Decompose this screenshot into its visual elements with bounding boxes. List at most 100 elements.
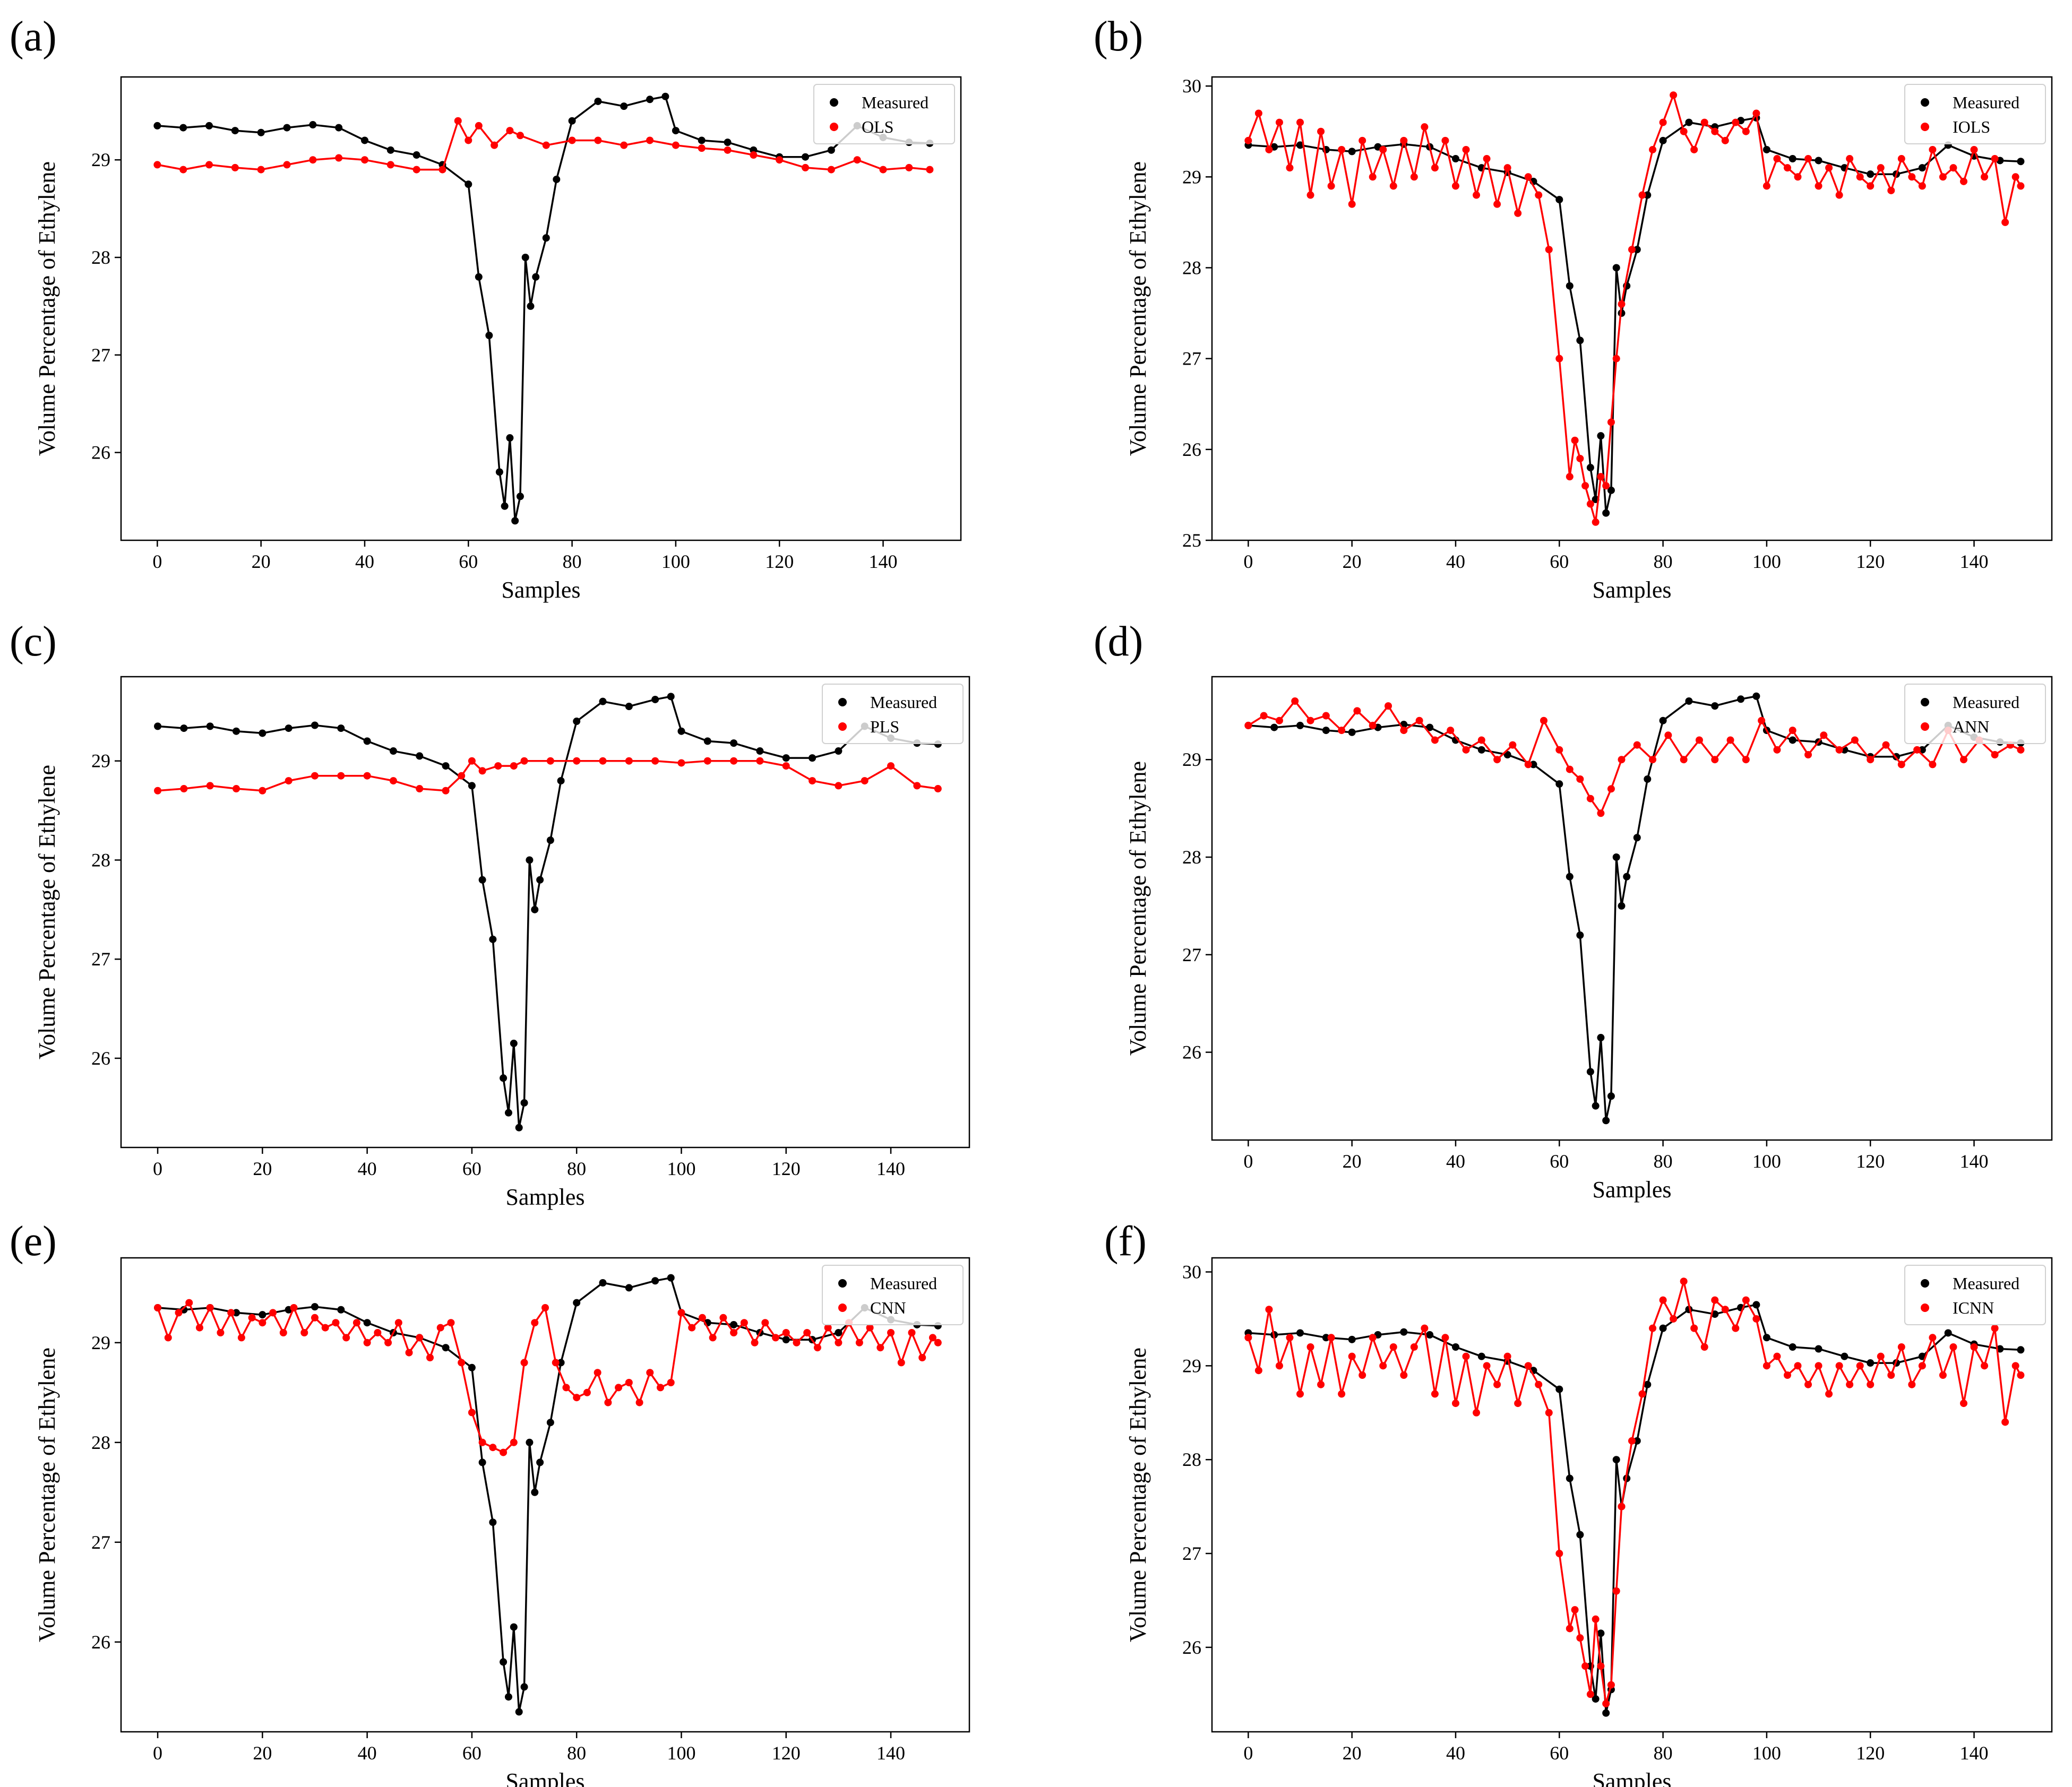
data-point [1410,173,1418,181]
panel-label: (d) [1094,618,1143,665]
data-point [515,1124,523,1132]
data-point [500,1074,508,1082]
data-point [1659,118,1667,126]
data-point [1555,1550,1563,1558]
data-point [813,1344,821,1352]
data-point [724,139,732,146]
data-point [1426,1331,1434,1339]
data-point [1275,716,1283,724]
data-point [1244,721,1252,729]
data-point [583,1388,591,1396]
data-point [1566,765,1574,773]
data-point [1473,1409,1481,1417]
data-point [1296,1390,1304,1398]
legend [1904,84,2046,144]
data-point [1317,1380,1325,1388]
data-point [1385,702,1392,710]
data-point [506,434,514,442]
data-point [756,757,764,765]
data-point [1503,1352,1511,1360]
data-point [2017,158,2025,166]
data-point [1897,1343,1905,1351]
data-point [615,1384,623,1392]
data-point [439,166,446,174]
data-point [2001,1418,2009,1426]
data-point [1618,300,1626,308]
data-point [1851,736,1859,744]
data-point [1804,751,1812,759]
data-point [1586,464,1594,472]
data-point [1732,118,1740,126]
data-point [1633,741,1641,749]
data-point [657,1384,665,1392]
x-tick-label: 0 [153,1158,162,1179]
data-point [1981,173,1989,181]
y-tick-label: 28 [1182,257,1201,278]
data-point [677,727,685,735]
y-axis-title: Volume Percentage of Ethylene [1125,761,1151,1056]
data-point [332,1319,340,1327]
data-point [1597,432,1605,440]
data-point [300,1329,308,1336]
data-point [510,762,518,770]
data-point [677,759,685,767]
data-point [153,122,161,130]
data-point [1270,723,1278,731]
data-point [1897,761,1905,769]
data-point [1659,1296,1667,1304]
data-point [233,727,240,735]
data-point [1265,1306,1273,1314]
data-point [1773,746,1781,754]
data-point [1576,336,1584,344]
data-point [1908,173,1916,181]
data-point [231,163,239,171]
data-point [1338,145,1346,153]
data-point [730,757,738,765]
data-point [1882,741,1890,749]
data-point [206,782,214,790]
data-point [386,161,394,169]
legend-marker [1921,722,1929,731]
data-point [1618,756,1626,764]
legend-marker [838,722,847,731]
data-point [489,1518,497,1526]
x-tick-label: 40 [355,551,374,572]
data-point [1566,1625,1574,1633]
data-point [1477,1352,1485,1360]
data-point [1296,1329,1304,1337]
data-point [1524,173,1532,181]
data-point [290,1304,298,1311]
data-point [1700,118,1708,126]
data-point [661,92,669,100]
data-point [491,141,498,149]
data-point [259,1311,266,1319]
data-point [1369,721,1377,729]
legend-marker [830,123,838,131]
data-point [504,1109,512,1117]
data-point [1451,182,1459,190]
data-point [180,724,188,732]
plot-frame [120,76,962,541]
data-point [231,127,239,135]
data-point [1607,785,1615,793]
data-point [1612,1456,1620,1464]
data-point [1939,1371,1947,1379]
data-point [527,302,535,310]
legend-label: Measured [1953,693,2019,712]
data-point [531,1488,539,1496]
data-point [2017,1371,2025,1379]
data-point [573,1299,581,1307]
legend-label: Measured [870,1274,937,1293]
data-point [1602,1699,1610,1707]
data-point [468,1409,476,1417]
data-point [926,166,934,174]
x-tick-label: 40 [1446,1151,1465,1172]
data-point [1581,482,1589,490]
data-point [1644,775,1652,783]
data-point [521,254,529,262]
data-point [1970,145,1978,153]
data-point [283,124,291,132]
data-point [1633,834,1641,842]
data-point [1711,1296,1719,1304]
data-point [866,1324,874,1332]
